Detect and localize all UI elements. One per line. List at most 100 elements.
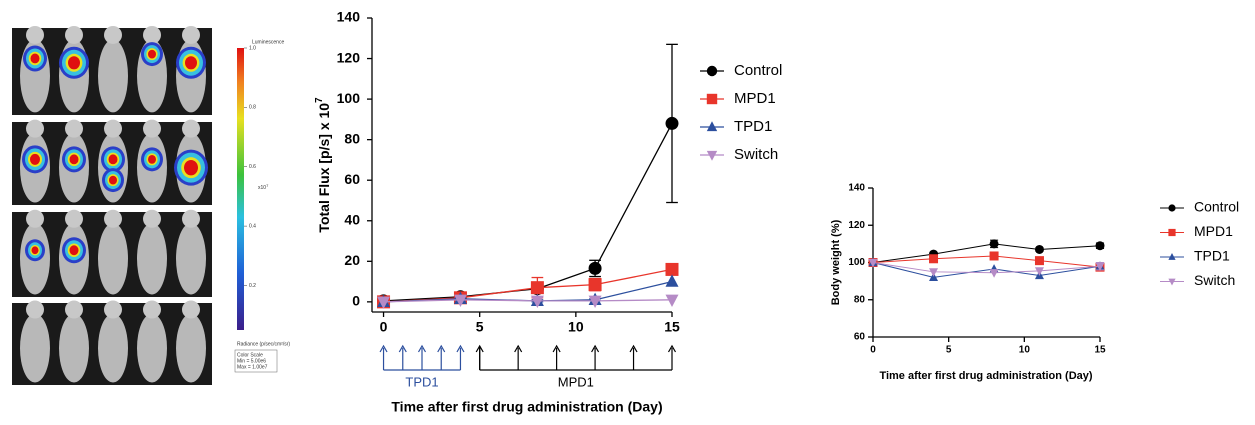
- x-tick-label: 0: [380, 319, 388, 335]
- mouse-head: [143, 119, 161, 138]
- marker: [1168, 204, 1176, 212]
- y-tick-label: 60: [854, 332, 866, 343]
- dosing-label: MPD1: [558, 374, 594, 389]
- legend-label: Switch: [734, 146, 778, 163]
- series-line: [872, 262, 1101, 278]
- series-line: [383, 123, 673, 302]
- marker: [989, 269, 999, 278]
- mouse: [98, 313, 128, 383]
- signal: [184, 159, 198, 176]
- mouse-head: [104, 25, 122, 44]
- colorbar-unit: Radiance (p/sec/cm²/sr): [237, 341, 290, 347]
- y-tick-label: 80: [854, 294, 866, 305]
- y-tick-label: 100: [848, 257, 865, 268]
- mouse-head: [65, 25, 83, 44]
- y-tick-label: 100: [337, 90, 361, 106]
- marker: [706, 93, 718, 105]
- mouse: [98, 39, 128, 113]
- mouse-head: [182, 300, 200, 319]
- colorbar-info: Color Scale: [237, 352, 263, 358]
- mouse-head: [26, 25, 44, 44]
- marker: [665, 262, 679, 276]
- colorbar-scale-base: x10: [258, 185, 266, 191]
- mouse: [176, 313, 206, 383]
- marker: [868, 258, 878, 268]
- mouse-head: [182, 209, 200, 228]
- legend-label: TPD1: [1194, 248, 1230, 264]
- colorbar-tick-label: 1.0: [249, 45, 256, 51]
- y-axis-label: Body weight (%): [830, 219, 842, 305]
- dosing-arrowhead: [629, 344, 638, 353]
- x-tick-label: 10: [568, 319, 584, 335]
- colorbar-info-box: [234, 349, 278, 373]
- colorbar-title: Luminescence: [252, 39, 284, 45]
- dosing-arrowhead: [552, 344, 561, 353]
- y-tick-label: 40: [344, 211, 360, 227]
- legend-label: Switch: [1194, 272, 1235, 288]
- mouse: [137, 223, 167, 295]
- colorbar: [237, 48, 244, 330]
- marker: [1034, 256, 1044, 266]
- y-axis-label-base: Total Flux [p/s] x 10: [316, 103, 332, 233]
- y-tick-label: 80: [344, 130, 360, 146]
- signal: [30, 153, 40, 165]
- mouse: [59, 313, 89, 383]
- signal: [185, 56, 197, 70]
- y-tick-label: 0: [352, 293, 360, 309]
- marker: [665, 116, 679, 130]
- mouse-head: [26, 119, 44, 138]
- legend-label: MPD1: [734, 90, 776, 107]
- mouse-images: [12, 25, 212, 385]
- mouse-head: [104, 300, 122, 319]
- x-tick-label: 5: [476, 319, 484, 335]
- marker: [530, 295, 544, 308]
- colorbar-tick-label: 0.8: [249, 105, 256, 111]
- marker: [1034, 244, 1044, 254]
- signal: [148, 154, 156, 164]
- dosing-arrowhead: [591, 344, 600, 353]
- mouse-head: [182, 25, 200, 44]
- x-tick-label: 15: [664, 319, 680, 335]
- marker: [377, 296, 391, 310]
- x-tick-label: 0: [870, 345, 876, 356]
- colorbar-scale: x107: [258, 183, 269, 191]
- dosing-arrowhead: [398, 344, 407, 353]
- series-line: [872, 243, 1101, 263]
- dosing-arrowhead: [417, 344, 427, 353]
- y-tick-label: 140: [337, 9, 361, 25]
- signal: [69, 154, 79, 165]
- mouse-head: [26, 300, 44, 319]
- dosing-arrowhead: [667, 344, 677, 353]
- y-tick-label: 60: [344, 171, 360, 187]
- signal: [108, 154, 118, 165]
- marker: [929, 268, 939, 277]
- y-axis-label-exp: 7: [314, 97, 325, 103]
- signal: [69, 245, 79, 256]
- x-tick-label: 5: [946, 345, 952, 356]
- legend-label: Control: [1194, 199, 1239, 215]
- series-line: [383, 268, 673, 303]
- signal: [30, 53, 40, 64]
- signal: [68, 56, 80, 70]
- legend-label: Control: [734, 62, 782, 79]
- dosing-arrowhead: [379, 344, 388, 353]
- marker: [706, 121, 718, 132]
- dosing-arrowhead: [514, 344, 523, 353]
- marker: [706, 150, 718, 161]
- y-tick-label: 140: [848, 183, 865, 194]
- y-axis-label-base: Body weight (%): [830, 219, 842, 305]
- marker: [588, 278, 602, 292]
- y-axis-label: Total Flux [p/s] x 107: [314, 97, 332, 233]
- signal: [31, 246, 39, 255]
- marker: [989, 251, 999, 261]
- marker: [929, 254, 939, 264]
- dosing-arrowhead: [437, 344, 446, 353]
- marker: [1034, 267, 1044, 276]
- mouse-head: [143, 300, 161, 319]
- marker: [1168, 228, 1176, 237]
- marker: [1095, 241, 1105, 251]
- mouse-head: [65, 300, 83, 319]
- legend-label: TPD1: [734, 118, 772, 135]
